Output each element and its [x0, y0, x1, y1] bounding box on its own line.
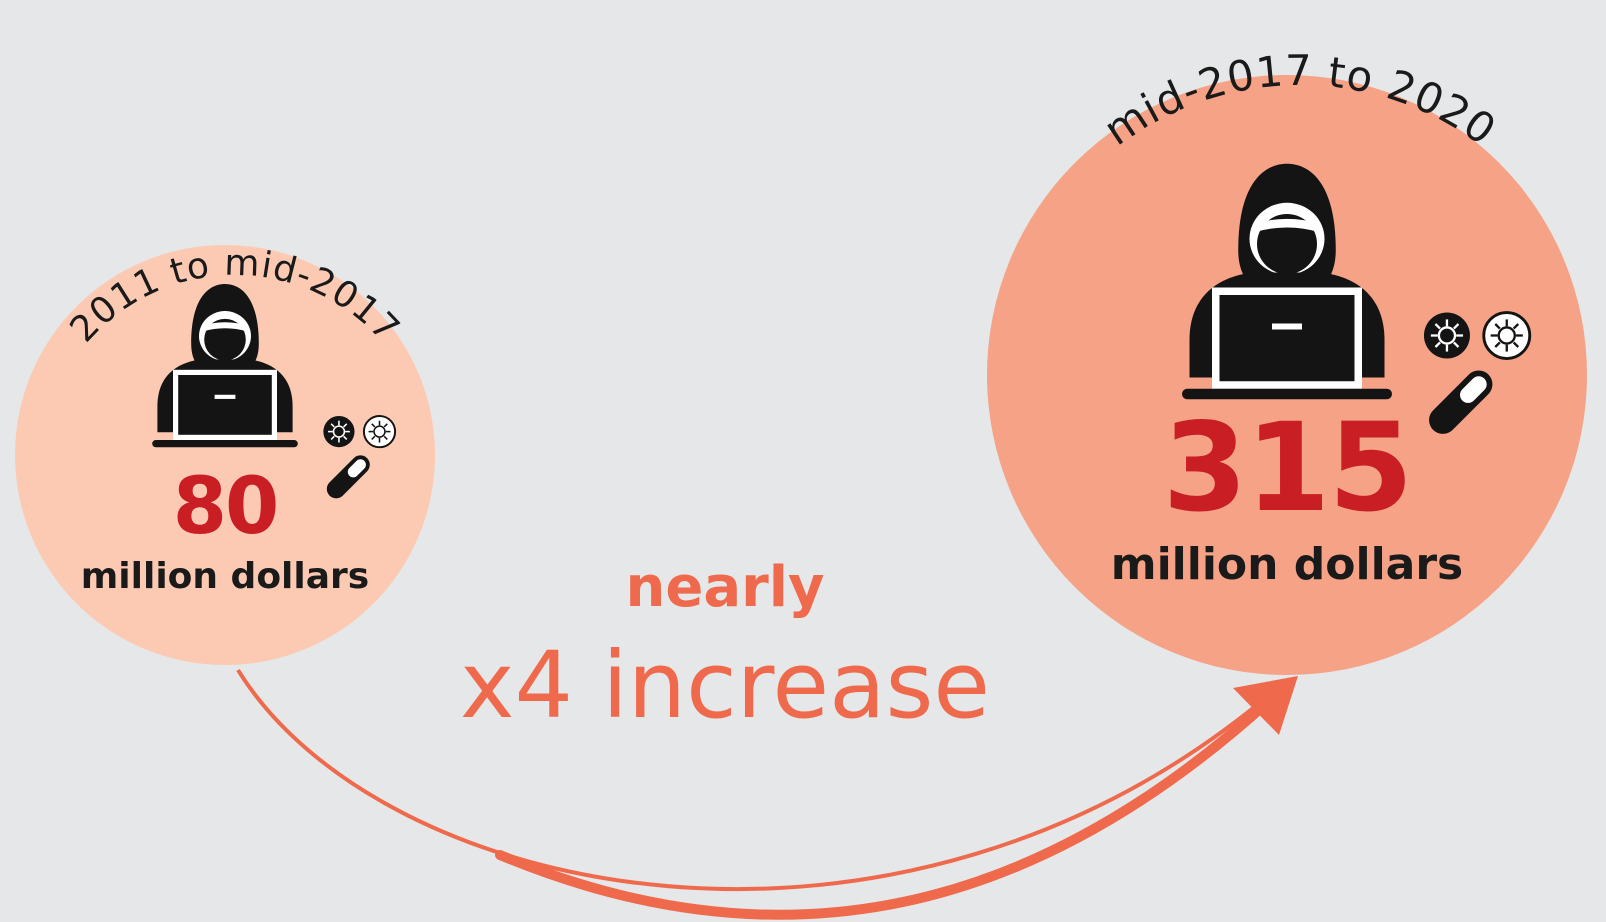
hacker-icon	[1182, 163, 1392, 400]
hacker-icon	[152, 284, 298, 448]
amount-after: 315	[1162, 397, 1414, 539]
pill-icon	[326, 455, 370, 499]
unit-before: million dollars	[80, 556, 370, 597]
change-text: x4 increase	[460, 632, 990, 739]
amount-before: 80	[172, 462, 280, 552]
virus-icon	[1423, 312, 1470, 359]
change-qualifier: nearly	[625, 555, 825, 620]
virus-icon	[323, 416, 355, 448]
unit-after: million dollars	[1110, 539, 1464, 590]
virus-icon	[1482, 311, 1532, 360]
curved-arrow-icon	[236, 668, 1298, 920]
circle-before	[15, 245, 435, 665]
virus-icon	[362, 415, 397, 449]
pill-icon	[1429, 370, 1493, 434]
